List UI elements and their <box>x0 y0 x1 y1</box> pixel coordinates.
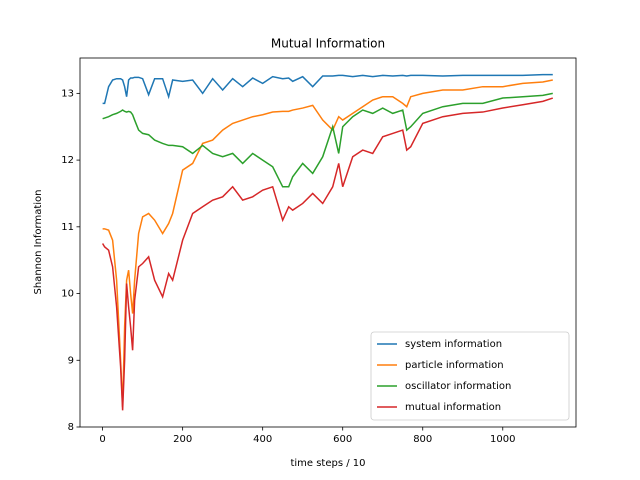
plot-frame <box>79 57 577 428</box>
x-tick-label: 800 <box>413 434 432 445</box>
data-line <box>102 79 553 408</box>
x-tick-label: 600 <box>333 434 352 445</box>
legend-label: oscillator information <box>405 381 511 392</box>
y-tick-label: 9 <box>68 355 74 366</box>
x-tick-label: 200 <box>173 434 192 445</box>
y-tick-label: 13 <box>61 88 74 99</box>
x-tick-label: 1000 <box>490 434 515 445</box>
y-axis-label: Shannon Information <box>33 189 44 294</box>
y-tick-label: 10 <box>61 289 74 300</box>
y-tick-label: 12 <box>61 155 74 166</box>
data-line <box>102 73 553 105</box>
legend-label: mutual information <box>405 402 501 413</box>
legend-label: system information <box>405 339 502 350</box>
legend-label: particle information <box>405 360 504 371</box>
x-tick-label: 400 <box>253 434 272 445</box>
y-tick-label: 8 <box>68 422 74 433</box>
data-line <box>101 97 554 411</box>
data-line <box>102 92 553 188</box>
y-tick-label: 11 <box>61 222 74 233</box>
x-axis-label: time steps / 10 <box>290 458 365 469</box>
x-tick-label: 0 <box>99 434 105 445</box>
legend-box <box>370 331 570 421</box>
chart-title: Mutual Information <box>271 37 385 51</box>
